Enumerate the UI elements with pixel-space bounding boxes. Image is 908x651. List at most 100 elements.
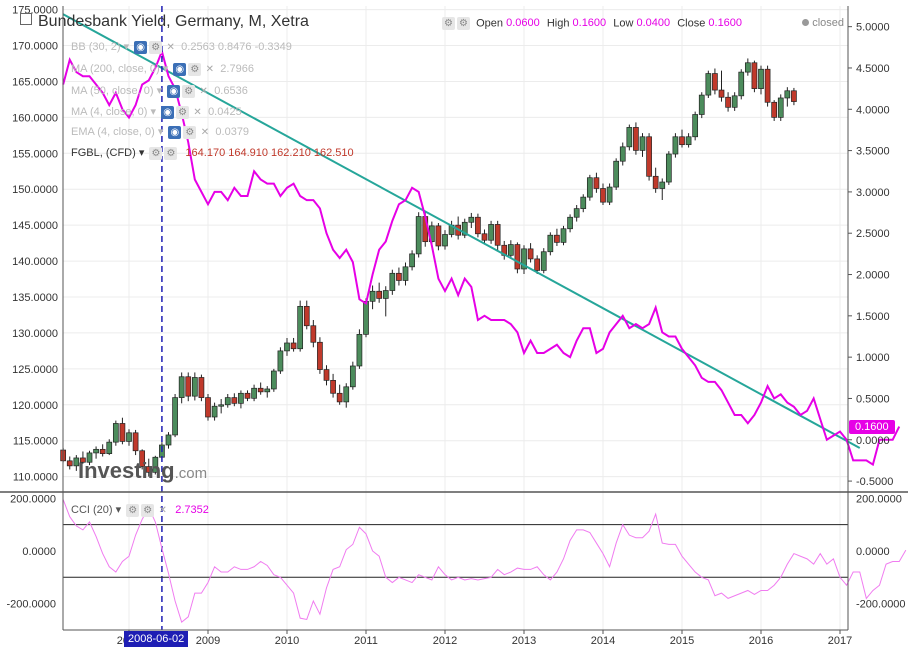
- indicator-ema4[interactable]: EMA (4, close, 0) ▾ ◉ ⚙ ✕ 0.0379: [71, 125, 250, 139]
- close-icon[interactable]: ✕: [158, 504, 167, 516]
- left-tick-label: 110.0000: [13, 472, 58, 484]
- fgbl-candles: [60, 58, 797, 477]
- candle-body: [310, 325, 317, 343]
- candle-body: [218, 404, 225, 407]
- left-tick-label: 165.0000: [12, 76, 58, 88]
- candle-body: [257, 387, 264, 393]
- cci-value: 2.7352: [175, 504, 209, 516]
- gear-icon[interactable]: ⚙: [182, 84, 196, 98]
- investing-logo: Investing.com: [78, 458, 207, 484]
- settings-icon[interactable]: ⚙: [141, 503, 155, 517]
- right-tick-label: 0.0000: [856, 435, 890, 447]
- candle-body: [290, 342, 297, 350]
- yield-polyline: [62, 48, 901, 467]
- candle-body: [586, 177, 593, 198]
- high-label: High: [546, 17, 570, 30]
- close-icon[interactable]: ✕: [199, 85, 208, 97]
- candle-body: [224, 397, 231, 406]
- candle-body: [521, 248, 527, 270]
- trendline: [62, 13, 861, 449]
- candle-body: [435, 225, 442, 247]
- collapse-icon[interactable]: [20, 13, 32, 25]
- candle-body: [672, 136, 679, 155]
- eye-icon[interactable]: ◉: [167, 84, 181, 98]
- candle-body: [330, 379, 336, 394]
- cci-legend[interactable]: CCI (20) ▾ ⚙ ⚙ ✕ 2.7352: [71, 503, 209, 517]
- candle-body: [698, 94, 705, 115]
- candle-body: [132, 432, 139, 452]
- eye-icon[interactable]: ◉: [161, 105, 175, 119]
- close-icon[interactable]: ✕: [193, 106, 202, 118]
- candle-body: [665, 153, 672, 183]
- candle-body: [534, 258, 541, 271]
- candle-body: [238, 392, 244, 404]
- close-icon[interactable]: ✕: [166, 41, 175, 53]
- candle-body: [731, 95, 738, 108]
- logo-main: Investing: [78, 458, 175, 483]
- candle-body: [356, 334, 363, 367]
- candle-body: [507, 244, 514, 256]
- last-price-tag: 0.1600: [849, 420, 895, 434]
- trendline-segment: [62, 13, 861, 449]
- fgbl-legend[interactable]: FGBL, (CFD) ▾ ⚙ ⚙ 164.170 164.910 162.210 …: [71, 146, 354, 160]
- gear-icon[interactable]: ⚙: [183, 125, 197, 139]
- indicator-ma200[interactable]: MA (200, close, 0) ▾ ◉ ⚙ ✕ 2.7966: [71, 62, 254, 76]
- open-label: Open: [476, 17, 504, 30]
- candle-body: [409, 253, 415, 268]
- format-icon[interactable]: ⚙: [457, 17, 470, 30]
- close-icon[interactable]: ✕: [205, 63, 214, 75]
- x-tick-label: 2013: [512, 635, 536, 647]
- candle-body: [784, 90, 791, 99]
- settings-icon[interactable]: ⚙: [164, 146, 178, 160]
- gear-icon[interactable]: ⚙: [188, 62, 202, 76]
- left-tick-label: 125.0000: [12, 364, 58, 376]
- indicator-ma4[interactable]: MA (4, close, 0) ▾ ◉ ⚙ ✕ 0.0425: [71, 105, 242, 119]
- eye-icon[interactable]: ◉: [134, 40, 148, 54]
- gear-icon[interactable]: ⚙: [149, 40, 163, 54]
- x-tick-label: 2017: [828, 635, 852, 647]
- right-tick-label: 1.5000: [856, 311, 890, 323]
- settings-icon[interactable]: ⚙: [442, 17, 455, 30]
- cci-left-tick-label: 200.0000: [10, 493, 56, 505]
- fgbl-label: FGBL, (CFD): [71, 147, 136, 159]
- candle-body: [573, 208, 580, 218]
- indicator-bb[interactable]: BB (30, 2) ▾ ◉ ⚙ ✕ 0.2563 0.8476 -0.3349: [71, 40, 292, 54]
- right-tick-label: 5.0000: [856, 22, 890, 34]
- eye-icon[interactable]: ◉: [168, 125, 182, 139]
- gear-icon[interactable]: ⚙: [176, 105, 190, 119]
- x-tick-label: 2014: [591, 635, 615, 647]
- cci-left-tick-label: -200.0000: [6, 599, 56, 611]
- candle-body: [244, 392, 251, 399]
- candle-body: [646, 136, 652, 177]
- candle-body: [139, 450, 146, 467]
- eye-icon[interactable]: ◉: [173, 62, 187, 76]
- yield-line: [62, 48, 901, 467]
- candle-body: [211, 405, 218, 418]
- candle-body: [119, 423, 126, 442]
- candle-body: [126, 432, 132, 442]
- candle-body: [442, 234, 448, 247]
- indicator-ma50[interactable]: MA (50, close, 0) ▾ ◉ ⚙ ✕ 0.6536: [71, 84, 248, 98]
- indicator-values: 2.7966: [220, 63, 254, 75]
- candle-body: [514, 244, 521, 270]
- right-tick-label: 4.5000: [856, 63, 890, 75]
- candle-body: [86, 452, 93, 463]
- indicator-label: MA (4, close, 0): [71, 106, 148, 118]
- candle-body: [277, 350, 284, 372]
- candle-body: [461, 221, 468, 236]
- status-dot-icon: [802, 19, 810, 26]
- cci-right-tick-label: 0.0000: [856, 546, 890, 558]
- close-icon[interactable]: ✕: [200, 126, 210, 138]
- x-tick-label: 2016: [749, 635, 773, 647]
- gear-icon[interactable]: ⚙: [126, 503, 140, 517]
- gear-icon[interactable]: ⚙: [149, 146, 163, 160]
- candle-body: [527, 248, 534, 260]
- left-tick-label: 120.0000: [12, 400, 58, 412]
- candle-body: [270, 370, 277, 390]
- cci-right-tick-label: 200.0000: [856, 493, 902, 505]
- indicator-label: BB (30, 2): [71, 41, 121, 53]
- candle-body: [613, 160, 620, 188]
- market-status: closed: [802, 17, 844, 29]
- candle-body: [376, 290, 383, 299]
